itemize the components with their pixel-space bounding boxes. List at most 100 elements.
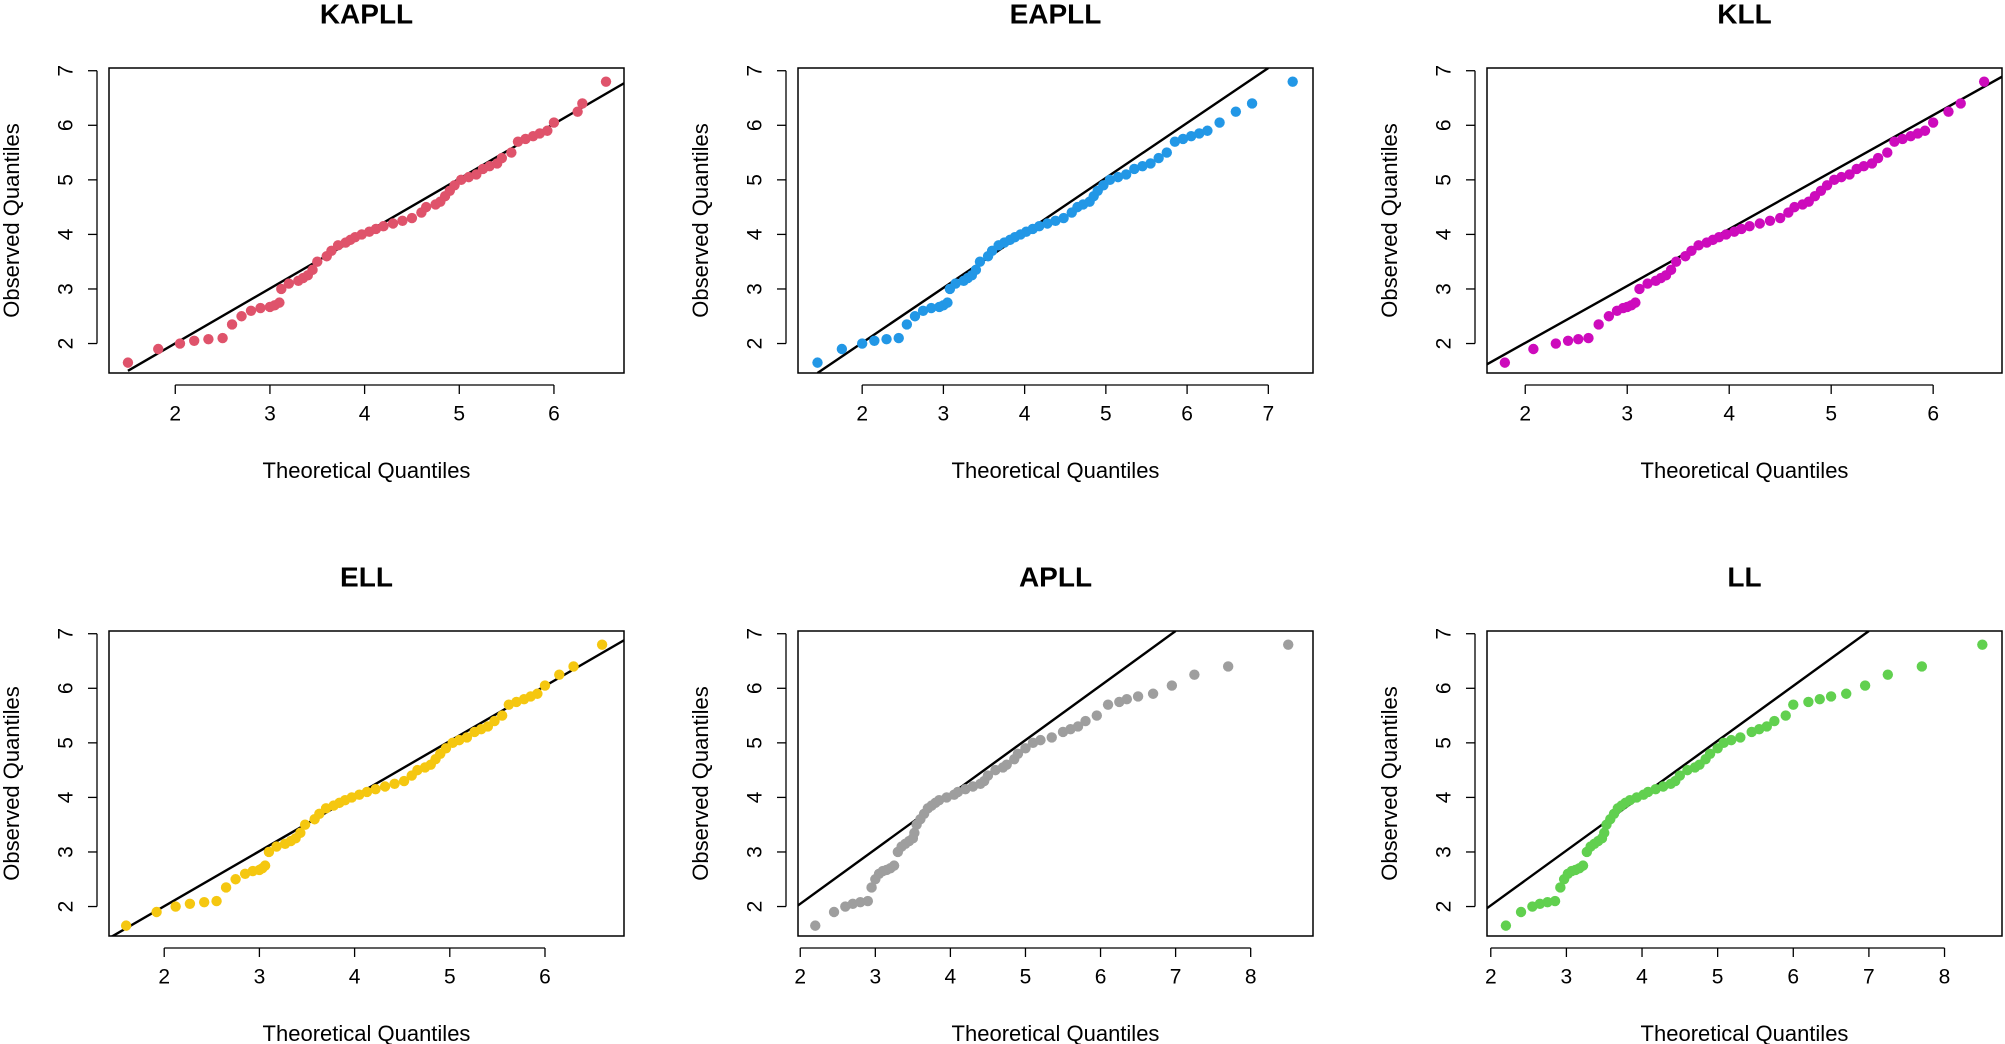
point — [299, 819, 311, 830]
x-tick-label: 8 — [1245, 966, 1257, 989]
point — [1129, 163, 1140, 175]
point — [226, 319, 238, 330]
point — [1670, 256, 1682, 267]
point — [1603, 311, 1615, 322]
point — [1145, 158, 1156, 169]
point — [1674, 770, 1686, 781]
point — [1693, 240, 1704, 251]
point — [1189, 669, 1200, 680]
y-tick-label: 4 — [55, 791, 78, 803]
point — [397, 215, 408, 226]
point — [1034, 221, 1045, 232]
x-tick-label: 5 — [1100, 403, 1112, 426]
point — [1102, 699, 1114, 710]
point — [1185, 131, 1197, 142]
x-tick-label: 4 — [349, 966, 361, 989]
point — [189, 335, 200, 347]
point — [370, 784, 381, 795]
point — [942, 297, 953, 308]
point — [1821, 180, 1833, 191]
point — [1754, 218, 1765, 229]
point — [1803, 696, 1814, 708]
y-tick-label: 5 — [744, 174, 767, 186]
reference-line — [798, 631, 1177, 907]
point — [203, 333, 214, 345]
x-tick-label: 4 — [1636, 966, 1648, 989]
point — [184, 898, 196, 910]
point — [245, 305, 257, 316]
x-tick-label: 7 — [1863, 966, 1875, 989]
y-tick-label: 3 — [55, 846, 78, 858]
point — [856, 338, 868, 349]
plot-area — [110, 639, 624, 936]
point — [170, 901, 181, 912]
x-axis-label: Theoretical Quantiles — [263, 1021, 471, 1044]
point — [122, 357, 134, 368]
point — [974, 256, 986, 267]
y-tick-label: 6 — [55, 682, 78, 694]
x-tick-label: 4 — [1019, 403, 1031, 426]
point — [461, 732, 473, 743]
point — [1058, 212, 1069, 224]
y-tick-label: 2 — [744, 338, 767, 350]
point — [1112, 171, 1124, 183]
point — [1555, 882, 1566, 893]
point — [1686, 245, 1697, 256]
y-tick-label: 7 — [55, 65, 78, 77]
y-tick-label: 2 — [744, 901, 767, 913]
y-axis-label: Observed Quantiles — [1377, 123, 1402, 317]
point — [1214, 117, 1225, 128]
point — [151, 906, 162, 918]
x-tick-label: 6 — [1927, 403, 1939, 426]
point — [398, 775, 410, 787]
point — [1726, 734, 1737, 746]
plot-frame — [797, 630, 1314, 937]
point — [1744, 221, 1755, 232]
x-tick-label: 3 — [264, 403, 276, 426]
x-tick-label: 5 — [444, 966, 456, 989]
point — [532, 688, 543, 699]
point — [420, 201, 432, 213]
point — [1091, 710, 1102, 721]
point — [539, 680, 551, 691]
y-tick-label: 4 — [744, 228, 767, 240]
x-tick-label: 5 — [1712, 966, 1724, 989]
point — [1841, 688, 1852, 699]
point — [1735, 732, 1746, 743]
point — [389, 778, 400, 789]
y-tick-label: 6 — [1433, 119, 1456, 131]
point — [1528, 343, 1539, 355]
point — [1577, 860, 1589, 871]
y-tick-label: 3 — [1433, 283, 1456, 295]
panel: KAPLL Theoretical Quantiles Observed Quant… — [0, 0, 625, 483]
point — [1583, 332, 1594, 344]
x-axis-label: Theoretical Quantiles — [1641, 1021, 1849, 1044]
x-tick-label: 2 — [856, 403, 868, 426]
x-tick-label: 5 — [1825, 403, 1837, 426]
point — [361, 786, 373, 798]
point — [1736, 223, 1747, 235]
point — [1230, 106, 1242, 117]
point — [496, 152, 508, 164]
point — [1515, 906, 1527, 918]
x-tick-label: 3 — [938, 403, 950, 426]
point — [217, 332, 228, 344]
point — [542, 125, 553, 136]
point — [1104, 174, 1116, 186]
point — [1788, 699, 1799, 710]
point — [255, 302, 266, 314]
y-tick-label: 7 — [55, 628, 78, 640]
point — [153, 343, 164, 355]
point — [1943, 106, 1954, 117]
y-axis-label: Observed Quantiles — [1377, 686, 1402, 880]
panel: APLL Theoretical Quantiles Observed Quanti… — [688, 561, 1314, 1044]
point — [596, 639, 608, 650]
point — [1769, 715, 1780, 727]
point — [888, 860, 900, 871]
x-tick-label: 6 — [1095, 966, 1107, 989]
point — [120, 920, 132, 931]
point — [271, 841, 282, 852]
x-tick-label: 5 — [453, 403, 465, 426]
point — [1080, 715, 1091, 727]
point — [379, 781, 391, 792]
